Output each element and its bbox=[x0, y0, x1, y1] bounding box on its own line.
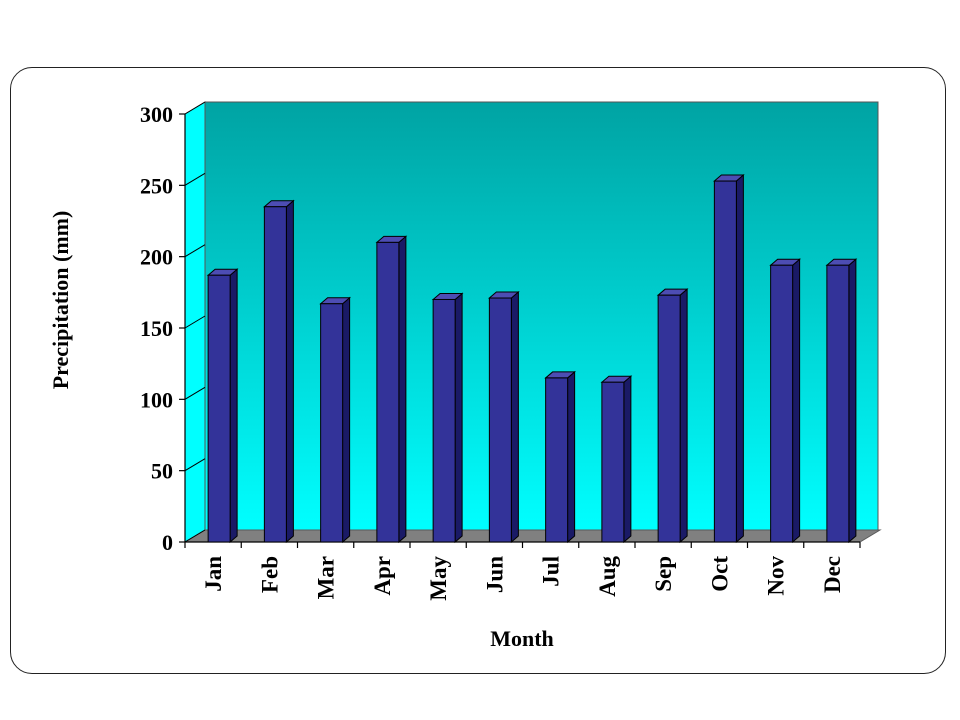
bar-nov bbox=[769, 258, 801, 544]
bar-side bbox=[792, 258, 801, 544]
bar-side bbox=[679, 288, 688, 544]
x-tick-label-jul: Jul bbox=[539, 556, 564, 587]
bar-side bbox=[848, 258, 857, 544]
y-tick-depth bbox=[184, 386, 206, 400]
x-tick-label-apr: Apr bbox=[370, 556, 395, 596]
y-tick-label: 150 bbox=[140, 316, 173, 341]
bar-front bbox=[770, 264, 794, 543]
x-tick-label-sep: Sep bbox=[651, 556, 676, 592]
bar-jun bbox=[488, 290, 520, 544]
y-tick-depth bbox=[184, 458, 206, 472]
y-tick-label: 300 bbox=[140, 102, 173, 127]
bar-side bbox=[285, 199, 294, 544]
bar-mar bbox=[319, 296, 351, 544]
bar-sep bbox=[656, 288, 689, 544]
bar-side bbox=[398, 235, 407, 544]
x-tick-label-nov: Nov bbox=[764, 556, 789, 596]
x-tick-label-jan: Jan bbox=[201, 556, 226, 592]
chart-frame bbox=[10, 67, 946, 674]
bar-dec bbox=[825, 258, 858, 544]
bar-side bbox=[454, 292, 463, 544]
bar-front bbox=[545, 377, 569, 543]
y-tick-depth bbox=[184, 101, 206, 115]
x-tick-label-dec: Dec bbox=[820, 556, 845, 593]
x-axis-title: Month bbox=[490, 626, 554, 651]
back-wall bbox=[204, 101, 879, 531]
y-tick-label: 0 bbox=[162, 530, 173, 555]
bar-jan bbox=[206, 268, 239, 544]
bar-side bbox=[567, 370, 576, 544]
bar-oct bbox=[713, 173, 745, 544]
x-tick-label-aug: Aug bbox=[595, 556, 620, 597]
bar-front bbox=[713, 180, 737, 543]
bar-side bbox=[623, 375, 632, 544]
y-tick-depth bbox=[184, 315, 206, 329]
y-tick-depth bbox=[184, 244, 206, 258]
bar-aug bbox=[600, 375, 633, 544]
bar-side bbox=[735, 173, 744, 544]
bar-front bbox=[657, 294, 681, 543]
bar-feb bbox=[263, 199, 295, 544]
bar-front bbox=[207, 274, 231, 543]
x-tick-label-feb: Feb bbox=[257, 556, 282, 593]
x-tick-label-jun: Jun bbox=[482, 556, 507, 593]
y-tick-label: 100 bbox=[140, 387, 173, 412]
bar-side bbox=[229, 268, 238, 544]
bar-front bbox=[376, 241, 400, 543]
bar-front bbox=[601, 381, 625, 543]
y-tick-label: 250 bbox=[140, 173, 173, 198]
y-tick-label: 200 bbox=[140, 245, 173, 270]
bar-jul bbox=[544, 370, 576, 544]
bar-front bbox=[320, 303, 344, 543]
bar-may bbox=[431, 292, 464, 544]
bar-side bbox=[510, 290, 519, 544]
y-tick-depth bbox=[184, 172, 206, 186]
x-tick-label-may: May bbox=[426, 556, 451, 601]
bar-side bbox=[342, 296, 351, 544]
bar-front bbox=[488, 297, 512, 543]
bar-front bbox=[263, 206, 287, 543]
bar-front bbox=[432, 298, 456, 543]
x-tick-label-oct: Oct bbox=[707, 556, 732, 592]
bar-apr bbox=[375, 235, 408, 544]
x-tick-label-mar: Mar bbox=[314, 556, 339, 599]
y-tick-depth bbox=[184, 529, 206, 543]
y-axis-title: Precipitation (mm) bbox=[48, 211, 73, 390]
y-tick-label: 50 bbox=[151, 459, 173, 484]
bar-front bbox=[826, 264, 850, 543]
